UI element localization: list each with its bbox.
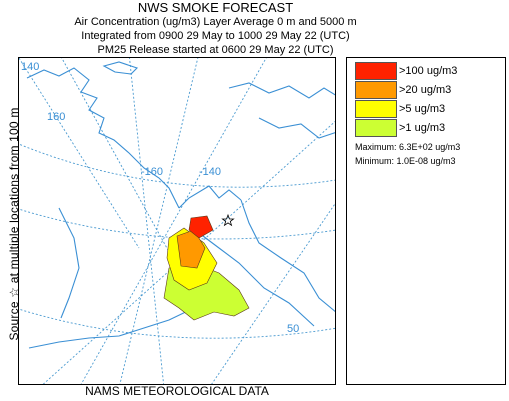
maximum-value: Maximum: 6.3E+02 ug/m3	[355, 142, 461, 152]
graticule	[19, 58, 335, 384]
meridian-line	[119, 58, 199, 384]
coastlines	[26, 61, 335, 349]
legend-label: >20 ug/m3	[399, 84, 452, 96]
coastline-islands-north	[102, 61, 139, 75]
map-title: NWS SMOKE FORECAST	[137, 0, 294, 15]
grid-labels: 140 160 -160 -140 50	[21, 61, 299, 335]
source-star-icon	[221, 213, 235, 227]
legend-label: >1 ug/m3	[399, 122, 446, 134]
coastline-gulf	[198, 232, 315, 327]
minimum-value: Minimum: 1.0E-08 ug/m3	[355, 156, 456, 166]
lon-label-minus160: -160	[141, 166, 163, 178]
integration-period: Integrated from 0900 29 May to 1000 29 M…	[81, 30, 350, 42]
legend-swatch	[355, 62, 397, 80]
coastline-alaska-north	[228, 82, 335, 99]
parallel-line	[19, 308, 335, 339]
legend-swatch	[355, 81, 397, 99]
legend-item: >20 ug/m3	[355, 81, 451, 99]
map-panel: 140 160 -160 -140 50	[18, 57, 336, 385]
legend-label: >5 ug/m3	[399, 103, 446, 115]
legend-label: >100 ug/m3	[399, 65, 458, 77]
meridian-line	[19, 58, 140, 249]
meridian-line	[129, 58, 165, 384]
plume-100-ugm3	[188, 215, 214, 239]
lon-label-160: 160	[47, 111, 65, 123]
coastline-alaska-west	[240, 199, 335, 313]
coastline-aleutians	[28, 307, 195, 349]
legend-item: >100 ug/m3	[355, 62, 457, 80]
legend-panel: >100 ug/m3 >20 ug/m3 >5 ug/m3 >1 ug/m3 M…	[346, 57, 506, 385]
met-data-footer: NAMS METEOROLOGICAL DATA	[85, 384, 269, 398]
concentration-subtitle: Air Concentration (ug/m3) Layer Average …	[74, 16, 357, 28]
map-header: NWS SMOKE FORECAST Air Concentration (ug…	[18, 0, 413, 57]
map-canvas: 140 160 -160 -140 50	[19, 58, 335, 384]
coastline-canada-arctic	[258, 117, 335, 139]
smoke-plume	[163, 215, 250, 321]
release-start: PM25 Release started at 0600 29 May 22 (…	[97, 44, 334, 56]
coastline-kamchatka	[58, 207, 80, 319]
parallel-line	[19, 143, 335, 188]
lon-label-minus140: -140	[199, 166, 221, 178]
legend-swatch	[355, 100, 397, 118]
coastline-chukotka	[178, 185, 242, 209]
coastline-siberia	[26, 67, 180, 209]
legend-swatch	[355, 119, 397, 137]
meridian-line	[80, 58, 267, 384]
legend-item: >1 ug/m3	[355, 119, 445, 137]
legend-item: >5 ug/m3	[355, 100, 445, 118]
lon-label-140: 140	[21, 61, 39, 73]
lat-label-50: 50	[287, 323, 299, 335]
